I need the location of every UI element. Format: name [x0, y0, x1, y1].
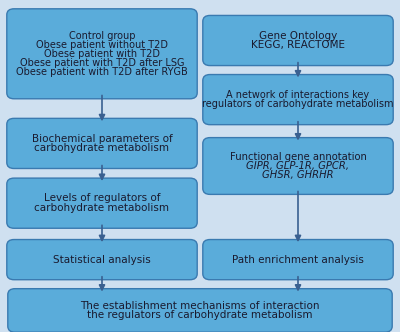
Text: Gene Ontology: Gene Ontology — [259, 31, 337, 41]
Text: Obese patient with T2D after LSG: Obese patient with T2D after LSG — [20, 58, 184, 68]
Text: Biochemical parameters of: Biochemical parameters of — [32, 133, 172, 143]
Text: GHSR, GHRHR: GHSR, GHRHR — [262, 170, 334, 180]
Text: Obese patient without T2D: Obese patient without T2D — [36, 40, 168, 50]
FancyBboxPatch shape — [203, 15, 393, 65]
Text: carbohydrate metabolism: carbohydrate metabolism — [34, 143, 170, 153]
Text: Obese patient with T2D after RYGB: Obese patient with T2D after RYGB — [16, 67, 188, 77]
Text: KEGG, REACTOME: KEGG, REACTOME — [251, 41, 345, 50]
FancyBboxPatch shape — [8, 289, 392, 332]
FancyBboxPatch shape — [7, 9, 197, 99]
FancyBboxPatch shape — [203, 137, 393, 194]
FancyBboxPatch shape — [203, 240, 393, 280]
FancyBboxPatch shape — [7, 178, 197, 228]
Text: carbohydrate metabolism: carbohydrate metabolism — [34, 203, 170, 213]
Text: the regulators of carbohydrate metabolism: the regulators of carbohydrate metabolis… — [87, 310, 313, 320]
FancyBboxPatch shape — [7, 118, 197, 169]
FancyBboxPatch shape — [203, 74, 393, 125]
Text: regulators of carbohydrate metabolism: regulators of carbohydrate metabolism — [202, 99, 394, 109]
Text: A network of interactions key: A network of interactions key — [226, 90, 370, 100]
Text: Path enrichment analysis: Path enrichment analysis — [232, 255, 364, 265]
Text: The establishment mechanisms of interaction: The establishment mechanisms of interact… — [80, 300, 320, 310]
Text: GIPR, GLP-1R, GPCR,: GIPR, GLP-1R, GPCR, — [246, 161, 350, 171]
FancyBboxPatch shape — [7, 240, 197, 280]
Text: Functional gene annotation: Functional gene annotation — [230, 152, 366, 162]
Text: Control group: Control group — [69, 31, 135, 41]
Text: Obese patient with T2D: Obese patient with T2D — [44, 49, 160, 59]
Text: Levels of regulators of: Levels of regulators of — [44, 193, 160, 203]
Text: Statistical analysis: Statistical analysis — [53, 255, 151, 265]
